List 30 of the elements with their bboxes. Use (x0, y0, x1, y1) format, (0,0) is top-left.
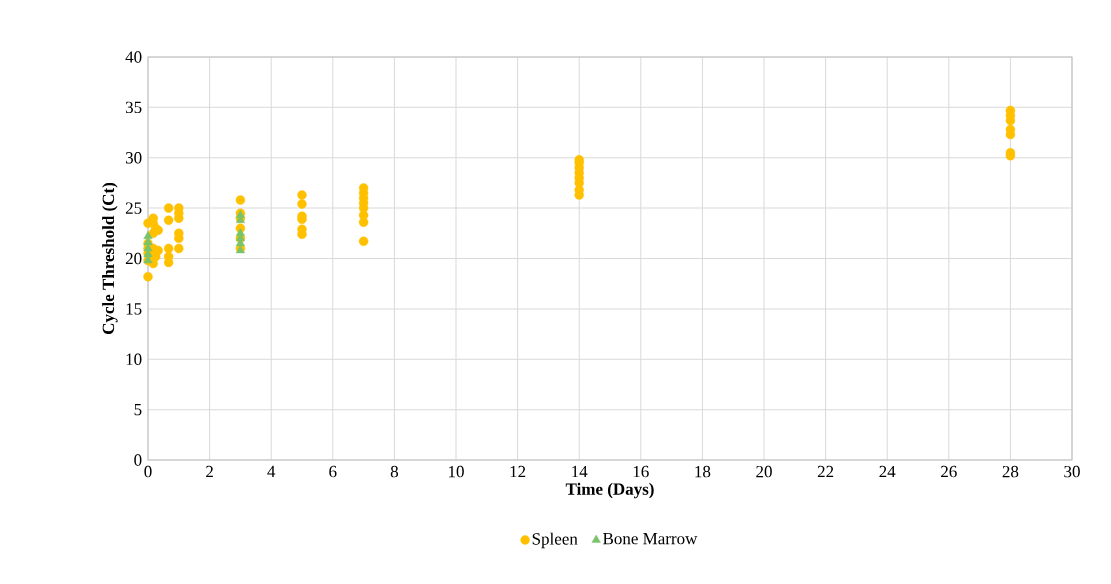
y-tick-label: 20 (125, 252, 142, 265)
x-tick-label: 16 (633, 465, 649, 478)
x-tick-label: 28 (1002, 465, 1019, 478)
y-tick-label: 15 (126, 303, 142, 315)
x-tick-label: 0 (144, 465, 152, 478)
x-tick-label: 6 (329, 465, 337, 478)
x-tick-label: 10 (448, 465, 464, 478)
x-axis-title: Time (Days) (565, 482, 654, 499)
y-tick-label: 10 (126, 353, 142, 365)
y-tick-label: 35 (125, 101, 142, 114)
y-tick-label: 25 (125, 202, 142, 214)
x-tick-label: 24 (879, 465, 896, 478)
y-tick-label: 0 (134, 454, 142, 466)
legend-label: Spleen (532, 532, 578, 549)
x-tick-label: 18 (695, 465, 711, 478)
point (143, 231, 153, 240)
x-tick-label: 4 (267, 465, 276, 478)
x-tick-label: 2 (206, 465, 213, 478)
x-tick-label: 26 (941, 465, 957, 478)
x-tick-label: 8 (390, 465, 399, 478)
x-tick-label: 20 (756, 465, 772, 478)
y-tick-label: 5 (134, 403, 142, 416)
x-tick-label: 12 (510, 465, 526, 478)
x-tick-label: 30 (1064, 465, 1080, 478)
x-tick-label: 22 (817, 465, 834, 478)
y-axis-title: Cycle Threshold (Ct) (102, 182, 118, 335)
legend-label: Bone Marrow (603, 533, 698, 545)
x-tick-label: 14 (572, 465, 588, 478)
y-tick-label: 30 (125, 152, 142, 164)
y-tick-label: 40 (125, 51, 142, 63)
